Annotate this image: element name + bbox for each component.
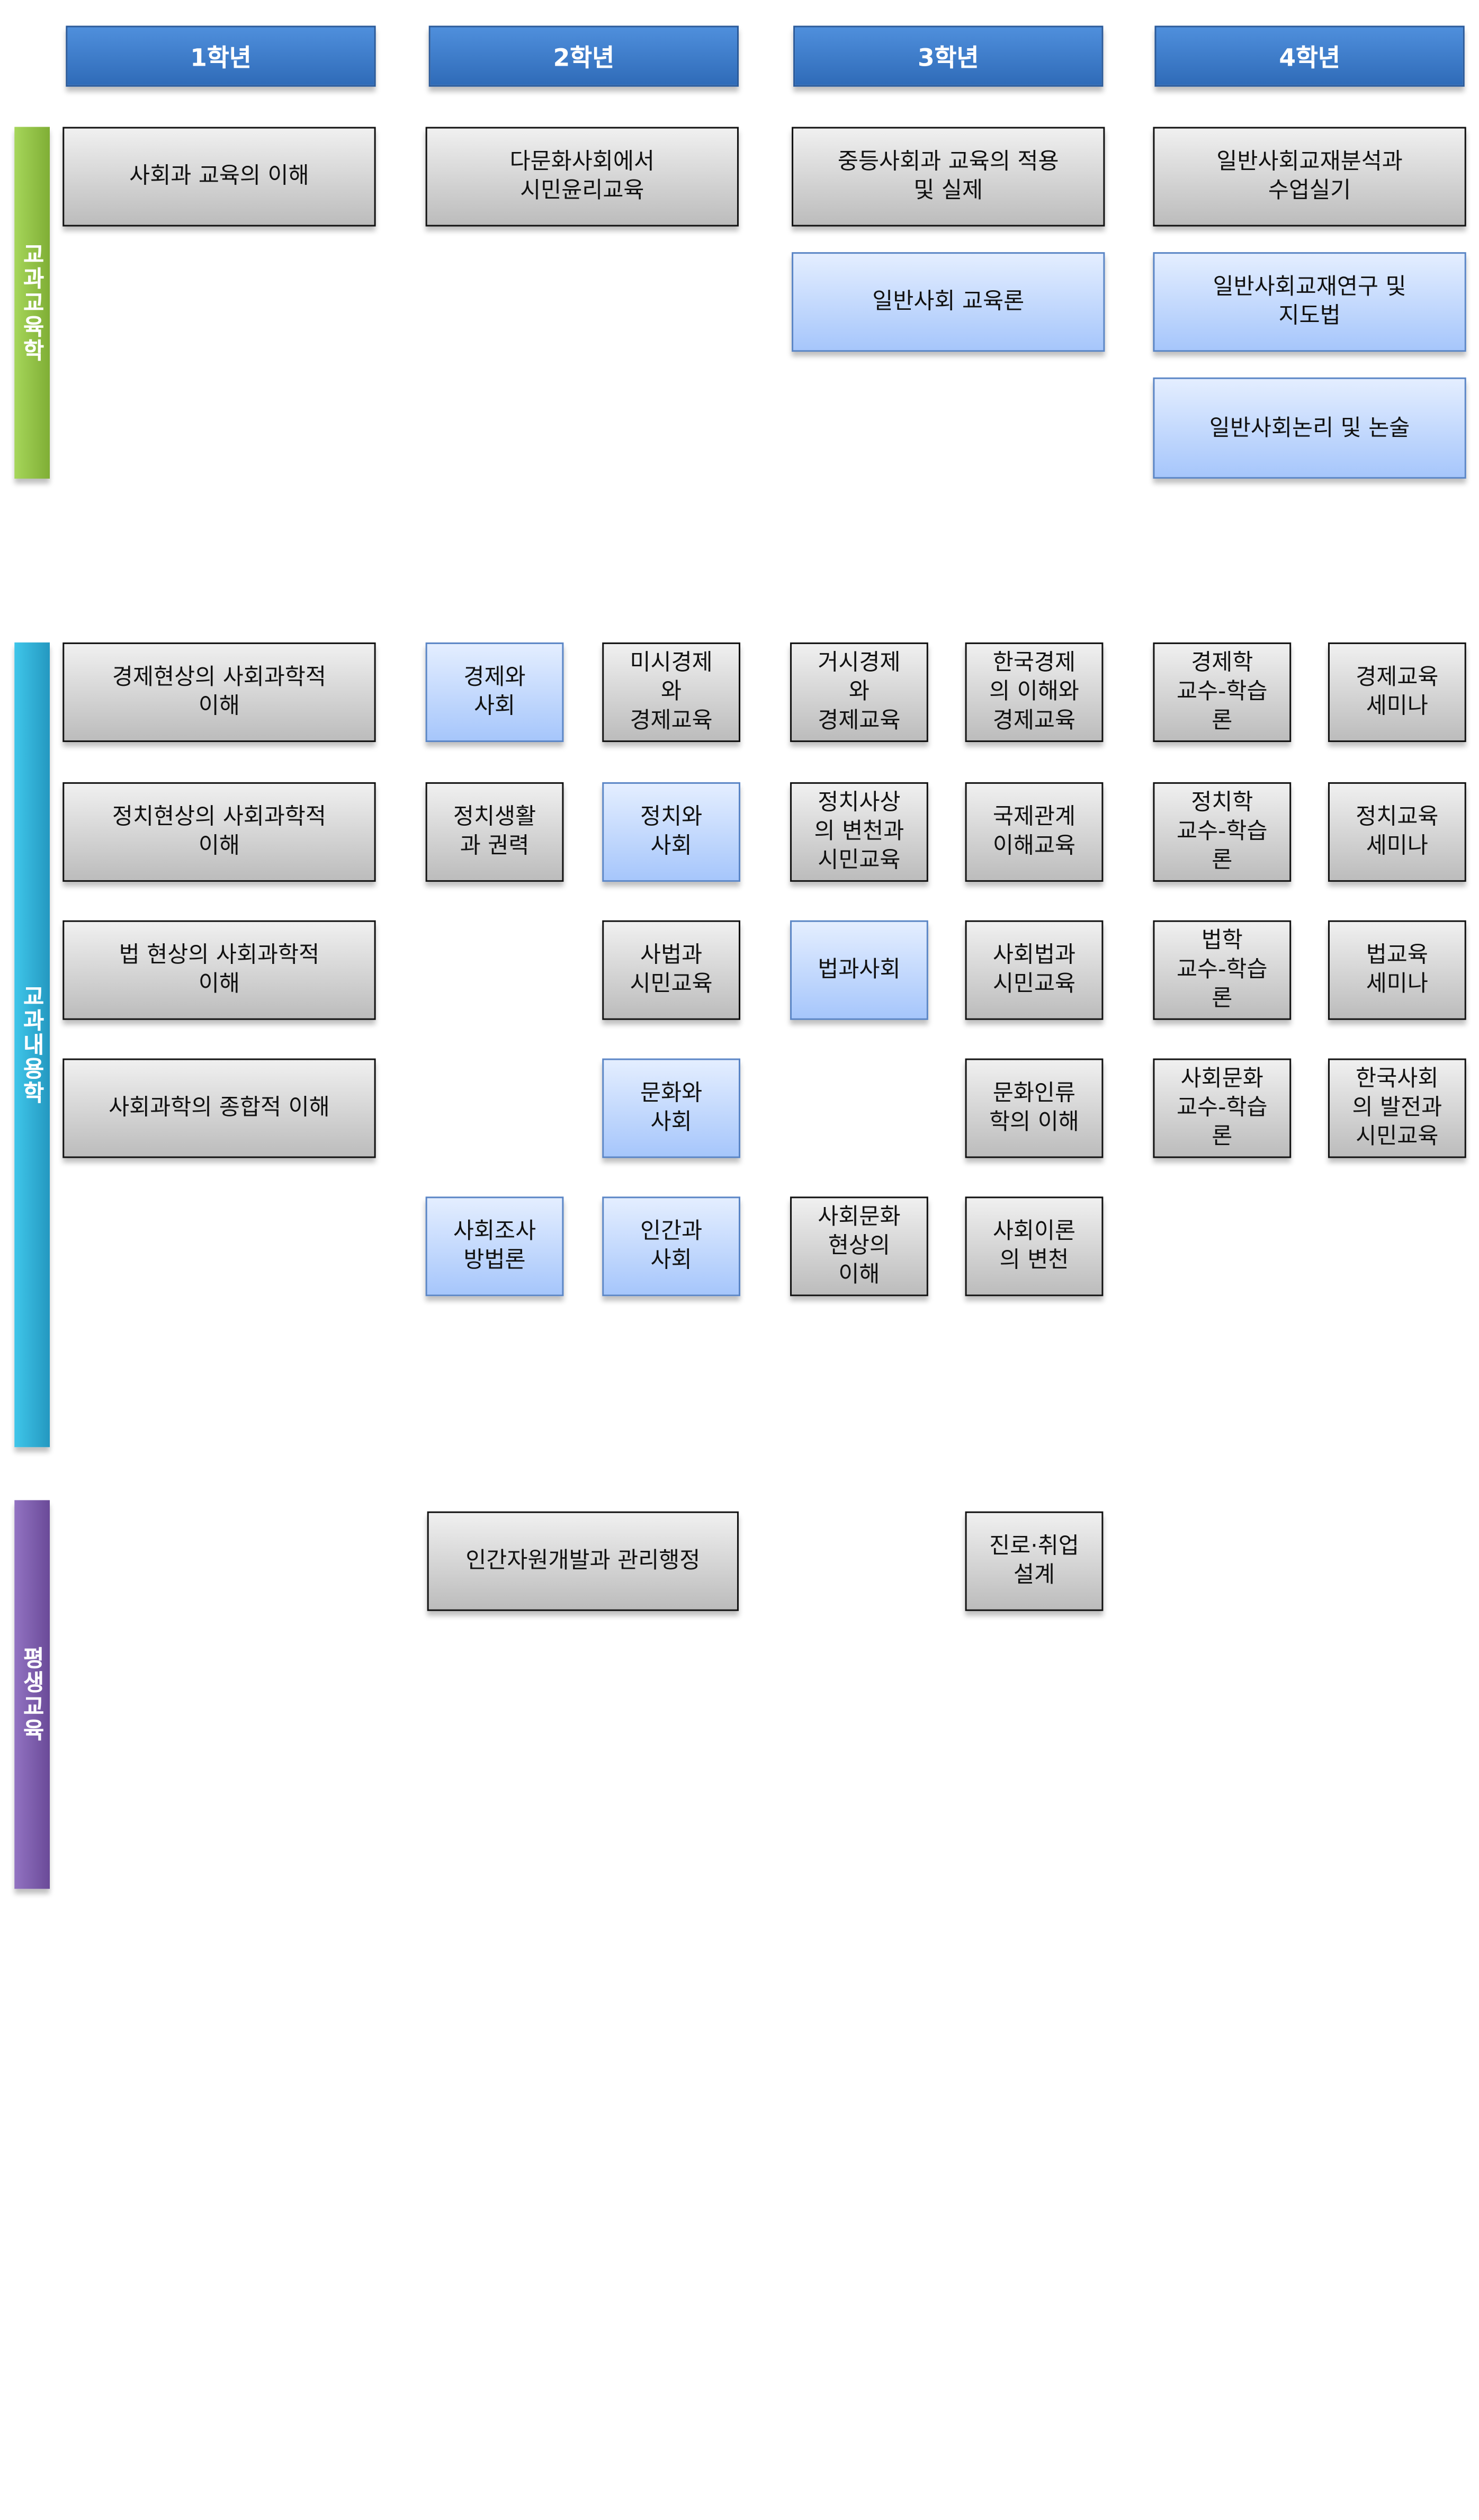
course-box: 일반사회논리 및 논술	[1153, 377, 1466, 479]
course-box: 사회법과 시민교육	[965, 920, 1104, 1020]
course-box: 정치현상의 사회과학적 이해	[62, 782, 376, 882]
course-box: 일반사회교재연구 및 지도법	[1153, 252, 1466, 352]
course-box: 사회문화 현상의 이해	[790, 1196, 928, 1297]
year-1-header: 1학년	[66, 25, 376, 87]
year-4-header: 4학년	[1154, 25, 1465, 87]
course-box: 문화와 사회	[602, 1058, 741, 1158]
course-box: 다문화사회에서 시민윤리교육	[425, 127, 739, 227]
course-box: 정치학 교수-학습 론	[1153, 782, 1292, 882]
year-3-header: 3학년	[793, 25, 1104, 87]
course-box: 정치와 사회	[602, 782, 741, 882]
course-box: 국제관계 이해교육	[965, 782, 1104, 882]
section-label-content: 교과내용학	[14, 642, 50, 1447]
course-box: 한국경제 의 이해와 경제교육	[965, 642, 1104, 743]
course-box: 거시경제 와 경제교육	[790, 642, 928, 743]
year-2-header: 2학년	[428, 25, 739, 87]
course-box: 경제현상의 사회과학적 이해	[62, 642, 376, 743]
course-box: 사법과 시민교육	[602, 920, 741, 1020]
course-box: 사회문화 교수-학습 론	[1153, 1058, 1292, 1158]
course-box: 경제교육 세미나	[1328, 642, 1466, 743]
course-box: 법 현상의 사회과학적 이해	[62, 920, 376, 1020]
section-label-lifelong: 평생교육	[14, 1500, 50, 1889]
course-box: 사회이론 의 변천	[965, 1196, 1104, 1297]
course-box: 한국사회 의 발전과 시민교육	[1328, 1058, 1466, 1158]
course-box: 정치생활 과 권력	[425, 782, 564, 882]
course-box: 일반사회교재분석과 수업실기	[1153, 127, 1466, 227]
course-box: 진로·취업 설계	[965, 1511, 1104, 1611]
course-box: 일반사회 교육론	[792, 252, 1105, 352]
course-box: 문화인류 학의 이해	[965, 1058, 1104, 1158]
course-box: 사회과 교육의 이해	[62, 127, 376, 227]
course-box: 법과사회	[790, 920, 928, 1020]
course-box: 법학 교수-학습 론	[1153, 920, 1292, 1020]
section-label-education: 교과교육학	[14, 127, 50, 479]
course-box: 법교육 세미나	[1328, 920, 1466, 1020]
course-box: 정치사상 의 변천과 시민교육	[790, 782, 928, 882]
course-box: 인간자원개발과 관리행정	[427, 1511, 739, 1611]
course-box: 미시경제 와 경제교육	[602, 642, 741, 743]
course-box: 경제와 사회	[425, 642, 564, 743]
course-box: 사회조사 방법론	[425, 1196, 564, 1297]
course-box: 경제학 교수-학습 론	[1153, 642, 1292, 743]
course-box: 사회과학의 종합적 이해	[62, 1058, 376, 1158]
course-box: 정치교육 세미나	[1328, 782, 1466, 882]
course-box: 중등사회과 교육의 적용 및 실제	[792, 127, 1105, 227]
course-box: 인간과 사회	[602, 1196, 741, 1297]
